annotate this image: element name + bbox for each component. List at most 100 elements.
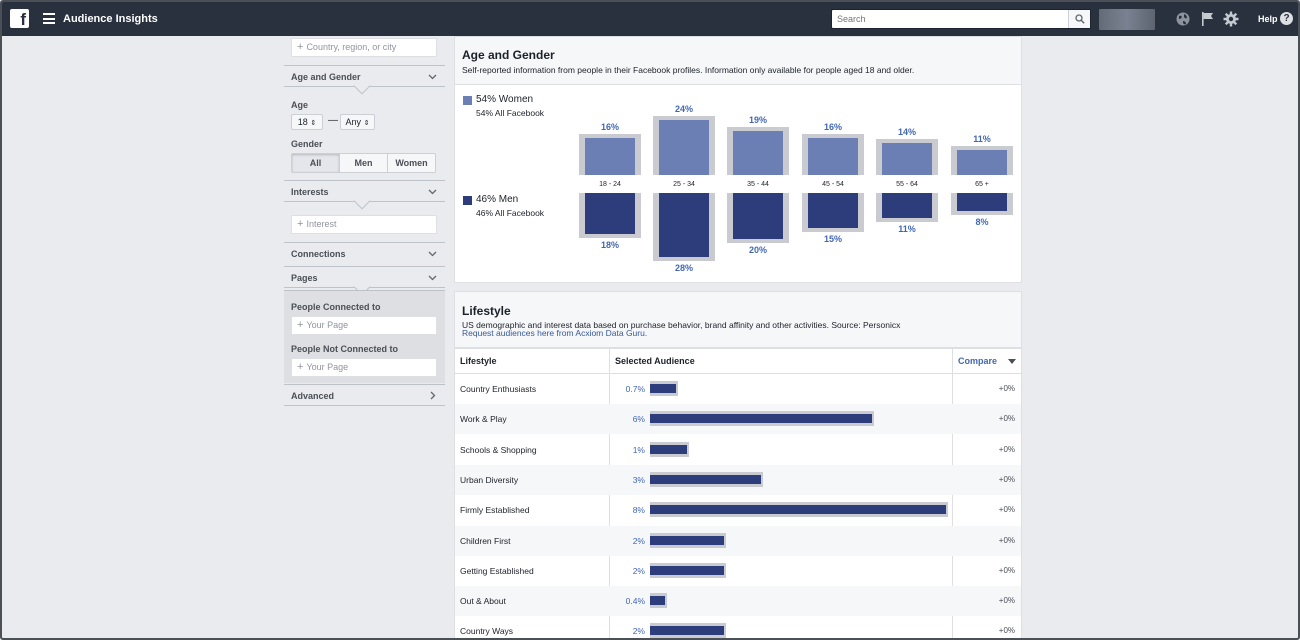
men-bar[interactable]	[659, 193, 709, 258]
table-row[interactable]: Schools & Shopping 1% +0%	[455, 435, 1021, 465]
audience-value: 2%	[632, 626, 645, 637]
interest-placeholder: Interest	[306, 219, 337, 229]
facebook-logo-icon[interactable]: f	[10, 9, 29, 28]
gear-icon[interactable]	[1223, 11, 1239, 27]
men-bar[interactable]	[808, 193, 858, 228]
people-not-connected-placeholder: Your Page	[306, 362, 349, 372]
app-title[interactable]: Audience Insights	[63, 13, 158, 25]
age-gender-section-header[interactable]: Age and Gender	[284, 65, 445, 95]
women-legend-label: 54% Women	[476, 94, 534, 105]
women-value-label: 11%	[973, 133, 991, 144]
gender-women-button[interactable]: Women	[387, 154, 435, 172]
age-max-select[interactable]: Any ⇕	[340, 114, 375, 130]
age-gender-card-header	[455, 37, 1021, 85]
women-bar[interactable]	[957, 149, 1007, 175]
flag-icon[interactable]	[1200, 11, 1216, 27]
age-min-value: 18	[297, 117, 308, 127]
connections-section-header[interactable]: Connections	[284, 242, 445, 264]
people-connected-input[interactable]: + Your Page	[291, 316, 437, 335]
audience-value: 3%	[632, 474, 645, 485]
interest-input[interactable]: + Interest	[291, 215, 437, 234]
gender-label: Gender	[291, 139, 323, 149]
women-value-label: 16%	[823, 122, 842, 133]
search-button[interactable]	[1068, 10, 1090, 28]
compare-value: +0%	[998, 535, 1015, 545]
lifestyle-name: Work & Play	[460, 414, 507, 425]
table-row[interactable]: Work & Play 6% +0%	[455, 404, 1021, 435]
age-range-separator: —	[328, 115, 338, 126]
men-bar[interactable]	[585, 193, 635, 235]
table-row[interactable]: Getting Established 2% +0%	[455, 556, 1021, 586]
col-header-selected-audience[interactable]: Selected Audience	[615, 356, 695, 366]
pages-section-title: Pages	[291, 273, 318, 283]
women-bar[interactable]	[882, 142, 932, 175]
age-category-label: 65 +	[975, 181, 989, 188]
men-legend-label: 46% Men	[476, 194, 519, 205]
table-row[interactable]: Out & About 0.4% +0%	[455, 586, 1021, 617]
lifestyle-title: Lifestyle	[462, 304, 511, 318]
lifestyle-card-header	[455, 292, 1021, 348]
women-bar[interactable]	[585, 138, 635, 175]
audience-bar	[650, 596, 665, 606]
advanced-section-title: Advanced	[291, 391, 335, 401]
col-header-lifestyle[interactable]: Lifestyle	[460, 356, 497, 366]
lifestyle-name: Urban Diversity	[460, 474, 519, 485]
table-row[interactable]: Country Enthusiasts 0.7% +0%	[455, 374, 1021, 404]
compare-value: +0%	[998, 626, 1015, 636]
people-not-connected-input[interactable]: + Your Page	[291, 358, 437, 377]
plus-icon: +	[297, 218, 304, 230]
chevron-down-icon	[428, 74, 437, 80]
women-legend-swatch	[463, 96, 472, 105]
audience-bar	[650, 626, 724, 636]
search-input[interactable]	[832, 10, 1068, 28]
age-category-label: 18 - 24	[599, 181, 621, 188]
location-input[interactable]: + Country, region, or city	[291, 38, 437, 57]
caret-down-icon[interactable]	[1008, 359, 1016, 365]
compare-value: +0%	[998, 565, 1015, 575]
gender-all-button[interactable]: All	[292, 154, 339, 172]
audience-bar	[650, 384, 676, 393]
lifestyle-name: Firmly Established	[460, 505, 530, 516]
audience-bar	[650, 565, 724, 575]
men-value-label: 15%	[823, 233, 842, 244]
globe-icon[interactable]	[1175, 11, 1191, 27]
help-icon[interactable]: ?	[1280, 12, 1293, 25]
audience-value: 2%	[632, 565, 645, 576]
age-min-select[interactable]: 18 ⇕	[291, 114, 323, 130]
audience-value: 0.4%	[625, 596, 645, 607]
women-bar[interactable]	[808, 138, 858, 175]
women-bar[interactable]	[659, 119, 709, 175]
table-row[interactable]: Firmly Established 8% +0%	[455, 495, 1021, 525]
women-bar[interactable]	[733, 131, 783, 175]
men-value-label: 28%	[674, 263, 693, 274]
people-connected-placeholder: Your Page	[306, 320, 349, 330]
men-bar[interactable]	[733, 193, 783, 239]
audience-bar	[650, 444, 687, 454]
men-bar[interactable]	[957, 193, 1007, 212]
advanced-section-header[interactable]: Advanced	[284, 384, 445, 406]
table-row[interactable]: Country Ways 2% +0%	[455, 616, 1021, 638]
table-row[interactable]: Children First 2% +0%	[455, 525, 1021, 556]
gender-men-button[interactable]: Men	[339, 154, 387, 172]
pages-section-header[interactable]: Pages	[284, 266, 445, 296]
plus-icon: +	[297, 41, 304, 53]
interests-section-header[interactable]: Interests	[284, 180, 445, 210]
audience-value: 6%	[632, 414, 645, 425]
lifestyle-table-header: Lifestyle Selected Audience Compare	[455, 348, 1021, 374]
women-value-label: 14%	[897, 126, 916, 137]
age-gender-title: Age and Gender	[462, 48, 555, 62]
men-legend-benchmark: 46% All Facebook	[476, 208, 545, 218]
men-bar[interactable]	[882, 193, 932, 219]
compare-dropdown[interactable]: Compare	[958, 356, 998, 366]
profile-avatar[interactable]	[1099, 9, 1155, 30]
table-row[interactable]: Urban Diversity 3% +0%	[455, 464, 1021, 495]
interests-section-title: Interests	[291, 187, 329, 197]
acxiom-link[interactable]: Request audiences here from Acxiom Data …	[462, 328, 648, 338]
men-value-label: 18%	[600, 240, 619, 251]
connections-section-title: Connections	[291, 249, 346, 259]
search-box[interactable]	[831, 9, 1091, 29]
audience-bar	[650, 474, 761, 484]
pages-panel: People Connected to + Your Page People No…	[284, 290, 445, 383]
menu-icon[interactable]	[43, 13, 55, 24]
help-link[interactable]: Help	[1258, 14, 1278, 24]
